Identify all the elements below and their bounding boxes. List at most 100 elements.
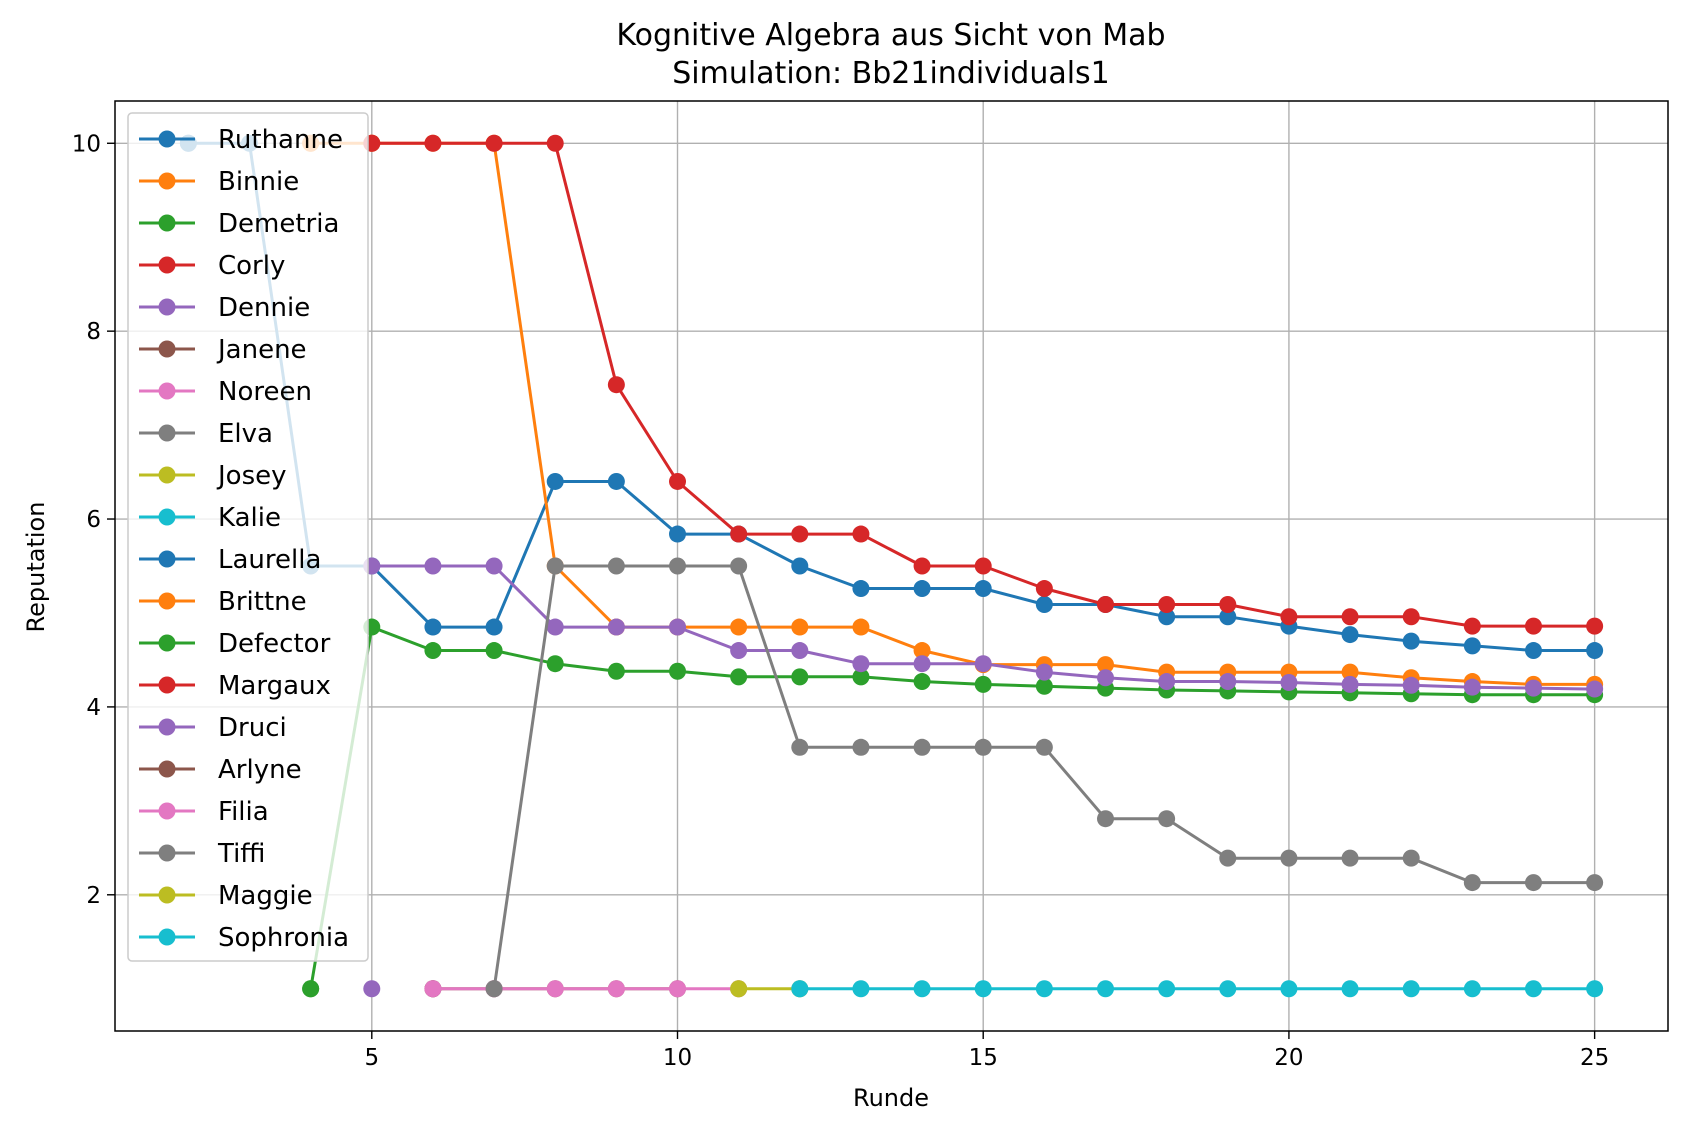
y-tick-label: 6	[86, 507, 101, 533]
legend-label: Margaux	[218, 671, 331, 701]
legend-marker	[158, 928, 176, 946]
data-point	[1280, 608, 1298, 626]
legend-marker	[158, 592, 176, 610]
data-point	[974, 655, 992, 673]
legend-item: Josey	[139, 461, 287, 491]
data-point	[1341, 608, 1359, 626]
data-point	[1035, 663, 1053, 681]
legend-marker	[158, 382, 176, 400]
legend-item: Sophronia	[139, 923, 349, 953]
data-point	[424, 134, 442, 152]
legend-item: Brittne	[139, 587, 307, 617]
data-point	[607, 557, 625, 575]
legend-label: Brittne	[218, 587, 307, 617]
data-point	[1158, 608, 1176, 626]
data-point	[1096, 669, 1114, 687]
legend-label: Sophronia	[218, 923, 349, 953]
legend-item: Defector	[139, 629, 331, 659]
data-point	[546, 134, 564, 152]
data-point	[730, 525, 748, 543]
y-tick-label: 8	[86, 319, 101, 345]
data-point	[913, 980, 931, 998]
data-point	[424, 557, 442, 575]
data-point	[669, 472, 687, 490]
x-tick-label: 25	[1580, 1045, 1609, 1071]
legend-label: Filia	[218, 797, 269, 827]
legend-label: Arlyne	[218, 755, 302, 785]
legend-item: Janene	[139, 335, 307, 365]
data-point	[669, 980, 687, 998]
series-dennie	[363, 980, 381, 998]
data-point	[1524, 874, 1542, 892]
y-tick-label: 10	[72, 131, 101, 157]
legend-label: Binnie	[218, 167, 299, 197]
chart-title: Kognitive Algebra aus Sicht von Mab	[616, 18, 1165, 53]
legend-marker	[158, 424, 176, 442]
data-point	[791, 668, 809, 686]
data-point	[1158, 810, 1176, 828]
data-point	[852, 525, 870, 543]
data-point	[424, 642, 442, 660]
legend-item: Binnie	[139, 167, 299, 197]
data-point	[913, 673, 931, 691]
data-point	[1524, 980, 1542, 998]
data-point	[1280, 980, 1298, 998]
data-point	[546, 472, 564, 490]
data-point	[791, 525, 809, 543]
data-point	[669, 525, 687, 543]
data-point	[1402, 849, 1420, 867]
legend-marker	[158, 760, 176, 778]
legend-label: Laurella	[218, 545, 321, 575]
data-point	[1280, 673, 1298, 691]
data-point	[730, 980, 748, 998]
data-point	[1586, 617, 1604, 635]
data-point	[1586, 980, 1604, 998]
legend-label: Janene	[216, 335, 307, 365]
x-tick-label: 15	[969, 1045, 998, 1071]
data-point	[913, 655, 931, 673]
data-point	[791, 738, 809, 756]
legend-marker	[158, 802, 176, 820]
data-point	[1341, 675, 1359, 693]
data-point	[485, 618, 503, 636]
series-line	[309, 625, 1595, 989]
data-point	[974, 738, 992, 756]
data-point	[1463, 980, 1481, 998]
data-point	[546, 618, 564, 636]
data-point	[546, 980, 564, 998]
y-axis-label: Reputation	[22, 502, 50, 633]
data-point	[546, 655, 564, 673]
data-point	[1219, 980, 1237, 998]
data-point	[1402, 632, 1420, 650]
data-point	[1096, 810, 1114, 828]
data-point	[730, 557, 748, 575]
series-line	[310, 141, 1595, 686]
data-point	[1402, 676, 1420, 694]
axis-ticks: 5 10 15 20 25 2 4 6 8 10	[72, 131, 1610, 1071]
y-tick-label: 2	[86, 883, 101, 909]
data-point	[730, 642, 748, 660]
legend-marker	[158, 214, 176, 232]
legend-marker	[158, 172, 176, 190]
legend-item: Dennie	[139, 293, 310, 323]
data-point	[1158, 980, 1176, 998]
data-point	[1341, 663, 1359, 681]
legend-marker	[158, 256, 176, 274]
data-point	[730, 618, 748, 636]
legend-label: Noreen	[218, 377, 312, 407]
data-point	[669, 618, 687, 636]
data-point	[1035, 580, 1053, 598]
x-tick-label: 5	[364, 1045, 379, 1071]
data-point	[1158, 596, 1176, 614]
data-point	[607, 376, 625, 394]
data-point	[852, 655, 870, 673]
data-point	[1463, 617, 1481, 635]
legend-marker	[158, 508, 176, 526]
data-point	[1219, 608, 1237, 626]
data-point	[852, 738, 870, 756]
data-point	[1341, 980, 1359, 998]
data-point	[913, 580, 931, 598]
data-point	[1586, 680, 1604, 698]
data-point	[1402, 980, 1420, 998]
